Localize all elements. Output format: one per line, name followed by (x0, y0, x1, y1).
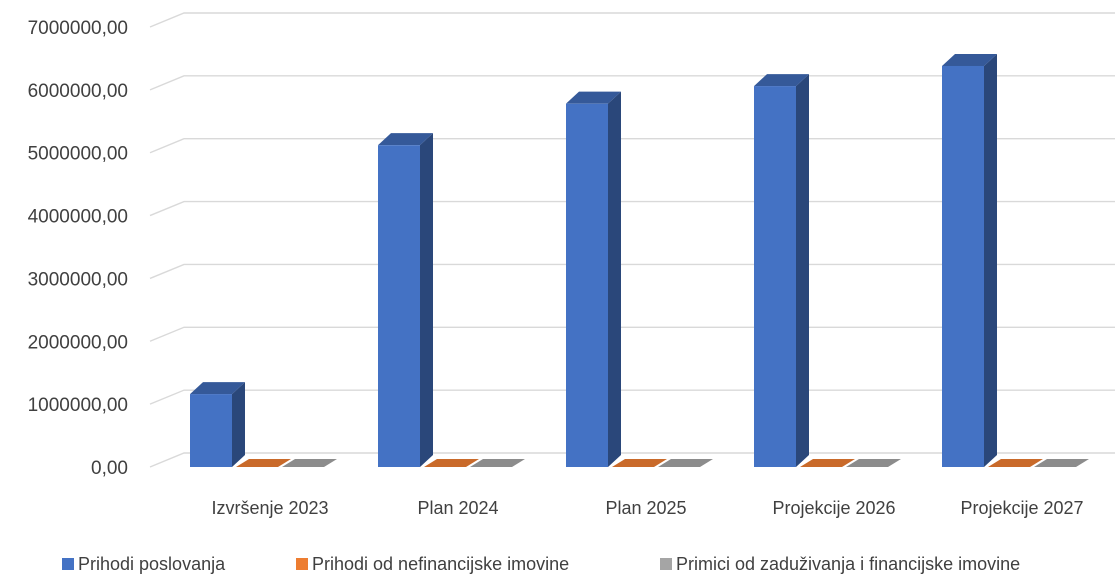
legend-label: Prihodi od nefinancijske imovine (312, 554, 569, 574)
gridline (149, 12, 1115, 28)
bar (942, 65, 984, 467)
bar-top (190, 382, 245, 395)
x-tick-label: Projekcije 2026 (772, 498, 895, 518)
legend-swatch (296, 558, 308, 570)
gridlines (149, 12, 1115, 468)
bar-side (796, 74, 809, 467)
bar (566, 103, 608, 467)
y-tick-label: 5000000,00 (28, 144, 128, 165)
bar (658, 459, 713, 467)
y-tick-label: 2000000,00 (28, 332, 128, 353)
bar-side (608, 91, 621, 467)
bar-side (984, 53, 997, 467)
y-tick-label: 7000000,00 (28, 18, 128, 39)
bar-top (754, 74, 809, 87)
y-tick-label: 3000000,00 (28, 269, 128, 290)
bar (1034, 459, 1089, 467)
legend-label: Primici od zaduživanja i financijske imo… (676, 554, 1020, 574)
bar (470, 459, 525, 467)
x-tick-label: Izvršenje 2023 (211, 498, 328, 518)
bar (612, 459, 667, 467)
bar-top (378, 133, 433, 146)
bar (282, 459, 337, 467)
y-tick-label: 6000000,00 (28, 81, 128, 102)
y-tick-label: 0,00 (91, 458, 128, 479)
bar (424, 459, 479, 467)
y-tick-label: 4000000,00 (28, 207, 128, 228)
bar (378, 145, 420, 467)
bar (754, 86, 796, 467)
bar-side (420, 133, 433, 467)
legend-swatch (62, 558, 74, 570)
bar-side (232, 382, 245, 467)
bar (236, 459, 291, 467)
y-axis-ticks: 0,00 1000000,00 2000000,00 3000000,00 400000… (28, 18, 128, 479)
bar (800, 459, 855, 467)
y-tick-label: 1000000,00 (28, 395, 128, 416)
x-tick-label: Projekcije 2027 (960, 498, 1083, 518)
bars (190, 53, 1089, 467)
bar (988, 459, 1043, 467)
bar-top (942, 53, 997, 66)
legend-label: Prihodi poslovanja (78, 554, 226, 574)
x-axis-ticks: Izvršenje 2023 Plan 2024 Plan 2025 Projekci… (211, 498, 1083, 518)
bar (190, 394, 232, 467)
bar (846, 459, 901, 467)
legend: Prihodi poslovanja Prihodi od nefinancijs… (62, 554, 1020, 574)
x-tick-label: Plan 2024 (417, 498, 498, 518)
x-tick-label: Plan 2025 (605, 498, 686, 518)
legend-swatch (660, 558, 672, 570)
bar-top (566, 91, 621, 104)
